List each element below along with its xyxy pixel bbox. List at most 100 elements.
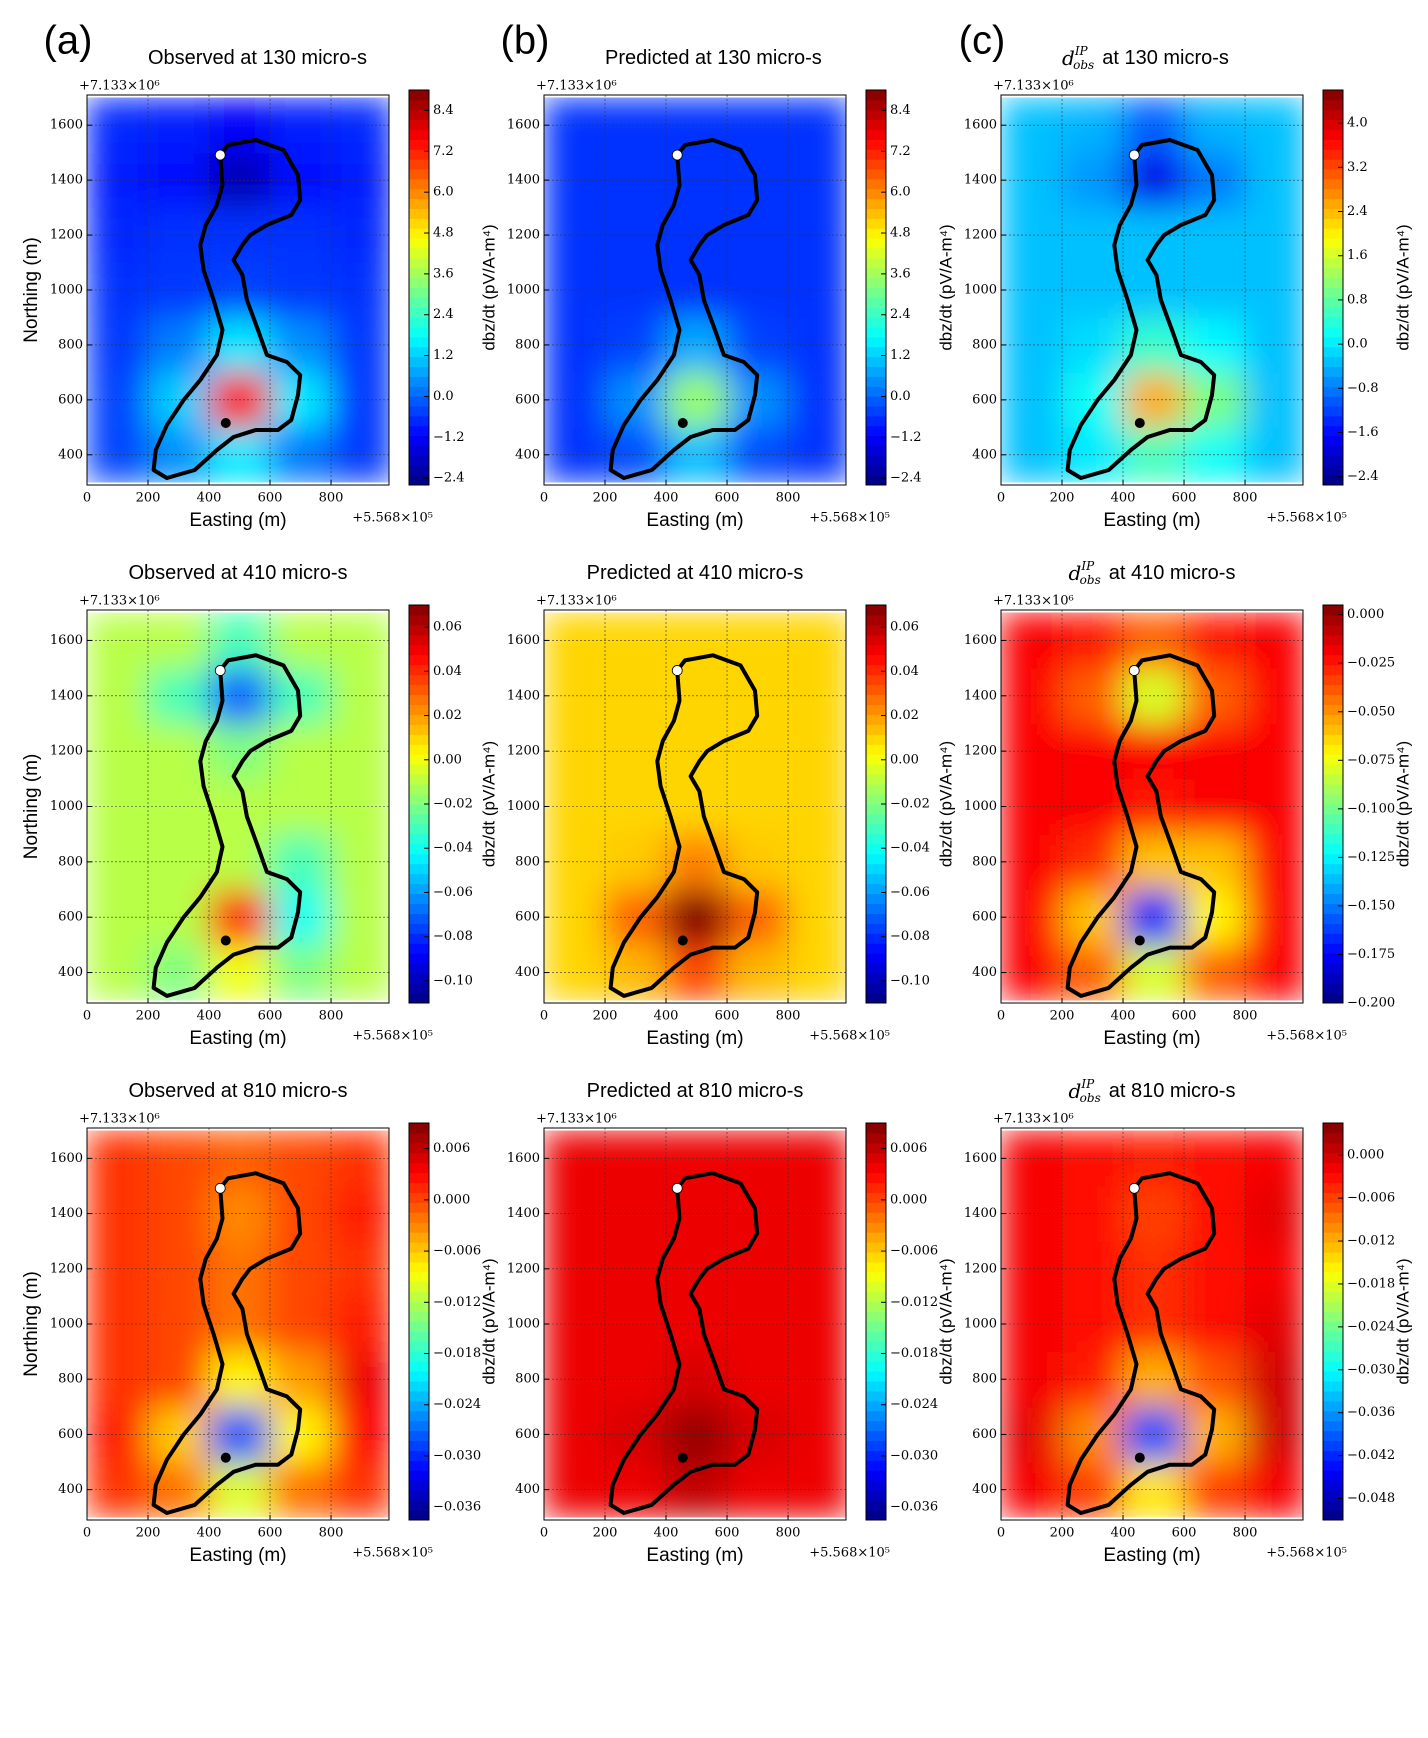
colorbar-step [866, 883, 886, 895]
colorbar-step [1323, 823, 1343, 835]
colorbar-step [866, 287, 886, 298]
colorbar-step [409, 774, 429, 785]
colorbar-step [866, 1162, 886, 1174]
colorbar-tick-label: −2.4 [890, 471, 922, 486]
y-tick-label: 1400 [507, 688, 540, 703]
colorbar-step [866, 1132, 886, 1144]
colorbar-step [1323, 159, 1343, 170]
colorbar-tick-label: 0.06 [433, 620, 462, 635]
colorbar-step [1323, 1252, 1343, 1263]
colorbar-step [409, 644, 429, 656]
colorbar-tick-label: −0.02 [433, 797, 473, 812]
colorbar-step [866, 1420, 886, 1432]
black-marker [677, 935, 688, 946]
colorbar-step [1323, 1331, 1343, 1342]
colorbar-tick-label: 0.0 [433, 389, 454, 404]
x-tick-label: 600 [258, 491, 283, 506]
colorbar-tick-label: −0.024 [1347, 1319, 1395, 1334]
colorbar-step [1323, 973, 1343, 984]
x-tick-label: 600 [715, 491, 740, 506]
cell [1001, 1351, 1063, 1408]
colorbar-tick-label: −1.2 [433, 430, 465, 445]
y-tick-label: 600 [515, 392, 540, 407]
deposit-outline [1065, 138, 1217, 480]
colorbar-tick-label: 6.0 [433, 185, 454, 200]
plot-frame [86, 1127, 390, 1521]
colorbar-step [1323, 1470, 1343, 1481]
colorbar-step [409, 1222, 429, 1233]
colorbar-step [1323, 1291, 1343, 1303]
colorbar-step [409, 1410, 429, 1422]
cell [1001, 1406, 1063, 1463]
colorbar-tick-label: 4.0 [1347, 116, 1368, 131]
colorbar-step [409, 634, 429, 646]
colorbar-tick-label: −2.4 [433, 471, 465, 486]
colorbar-tick-label: −0.10 [433, 973, 473, 988]
y-tick-label: 1200 [50, 1261, 83, 1276]
colorbar-step [1323, 833, 1343, 845]
colorbar-step [1323, 188, 1343, 200]
colorbar-step [409, 883, 429, 895]
y-tick-label: 400 [58, 447, 83, 462]
title-symbol-sup: IP [1074, 44, 1089, 58]
colorbar-step [409, 1271, 429, 1283]
colorbar-step [1323, 475, 1343, 486]
colorbar-step [1323, 1212, 1343, 1223]
plot-frame [543, 94, 847, 486]
colorbar-step [866, 336, 886, 348]
colorbar-step [409, 1510, 429, 1521]
colorbar-step [1323, 218, 1343, 229]
colorbar-step [866, 933, 886, 944]
chart-title: Predicted at 130 micro-s [605, 47, 822, 69]
colorbar-step [409, 99, 429, 111]
x-tick-label: 200 [1050, 1009, 1075, 1024]
title-text: Observed at 810 micro-s [129, 1080, 348, 1102]
x-axis-label: Easting (m) [646, 510, 743, 531]
colorbar-tick-label: −0.048 [1347, 1491, 1395, 1506]
x-tick-label: 400 [654, 1009, 679, 1024]
cell [1001, 1462, 1063, 1518]
y-tick-label: 1200 [507, 744, 540, 759]
colorbar-frame [865, 89, 887, 486]
y-axis-label: Northing (m) [21, 1271, 42, 1377]
colorbar-step [1323, 734, 1343, 745]
colorbar-step [866, 188, 886, 200]
colorbar-step [409, 764, 429, 775]
colorbar-step [866, 1242, 886, 1253]
colorbar-step [409, 445, 429, 456]
colorbar-step [1323, 1510, 1343, 1521]
colorbar-step [866, 198, 886, 209]
colorbar-tick-label: 8.4 [890, 103, 911, 118]
chart-title: Observed at 130 micro-s [148, 47, 367, 69]
x-tick-label: 800 [1233, 1526, 1258, 1541]
cell [544, 1130, 606, 1187]
colorbar-step [1323, 267, 1343, 279]
x-tick-label: 600 [258, 1526, 283, 1541]
colorbar-step [1323, 804, 1343, 815]
colorbar-tick-label: 0.000 [1347, 1148, 1384, 1163]
colorbar-step [409, 415, 429, 427]
y-offset-label: +7.133×10⁶ [79, 79, 160, 94]
x-tick-label: 400 [654, 1526, 679, 1541]
x-tick-label: 800 [319, 491, 344, 506]
colorbar-tick-label: 0.006 [890, 1141, 927, 1156]
colorbar-step [409, 90, 429, 101]
cell [1001, 207, 1063, 264]
colorbar-tick-label: 2.4 [1347, 204, 1368, 219]
black-marker [220, 418, 231, 428]
colorbar-step [866, 873, 886, 885]
y-tick-label: 800 [515, 337, 540, 352]
colorbar-step [1323, 346, 1343, 358]
colorbar-step [1323, 169, 1343, 180]
colorbar-step [866, 784, 886, 795]
x-offset-label: +5.568×10⁵ [809, 511, 890, 526]
title-symbol: d [1069, 561, 1082, 585]
colorbar-step [866, 1271, 886, 1283]
colorbar-tick-label: 8.4 [433, 103, 454, 118]
y-tick-label: 1600 [507, 633, 540, 648]
colorbar-step [409, 1400, 429, 1412]
colorbar-step [866, 943, 886, 954]
colorbar-step [866, 327, 886, 338]
cell [544, 1185, 606, 1242]
y-offset-label: +7.133×10⁶ [993, 594, 1074, 609]
